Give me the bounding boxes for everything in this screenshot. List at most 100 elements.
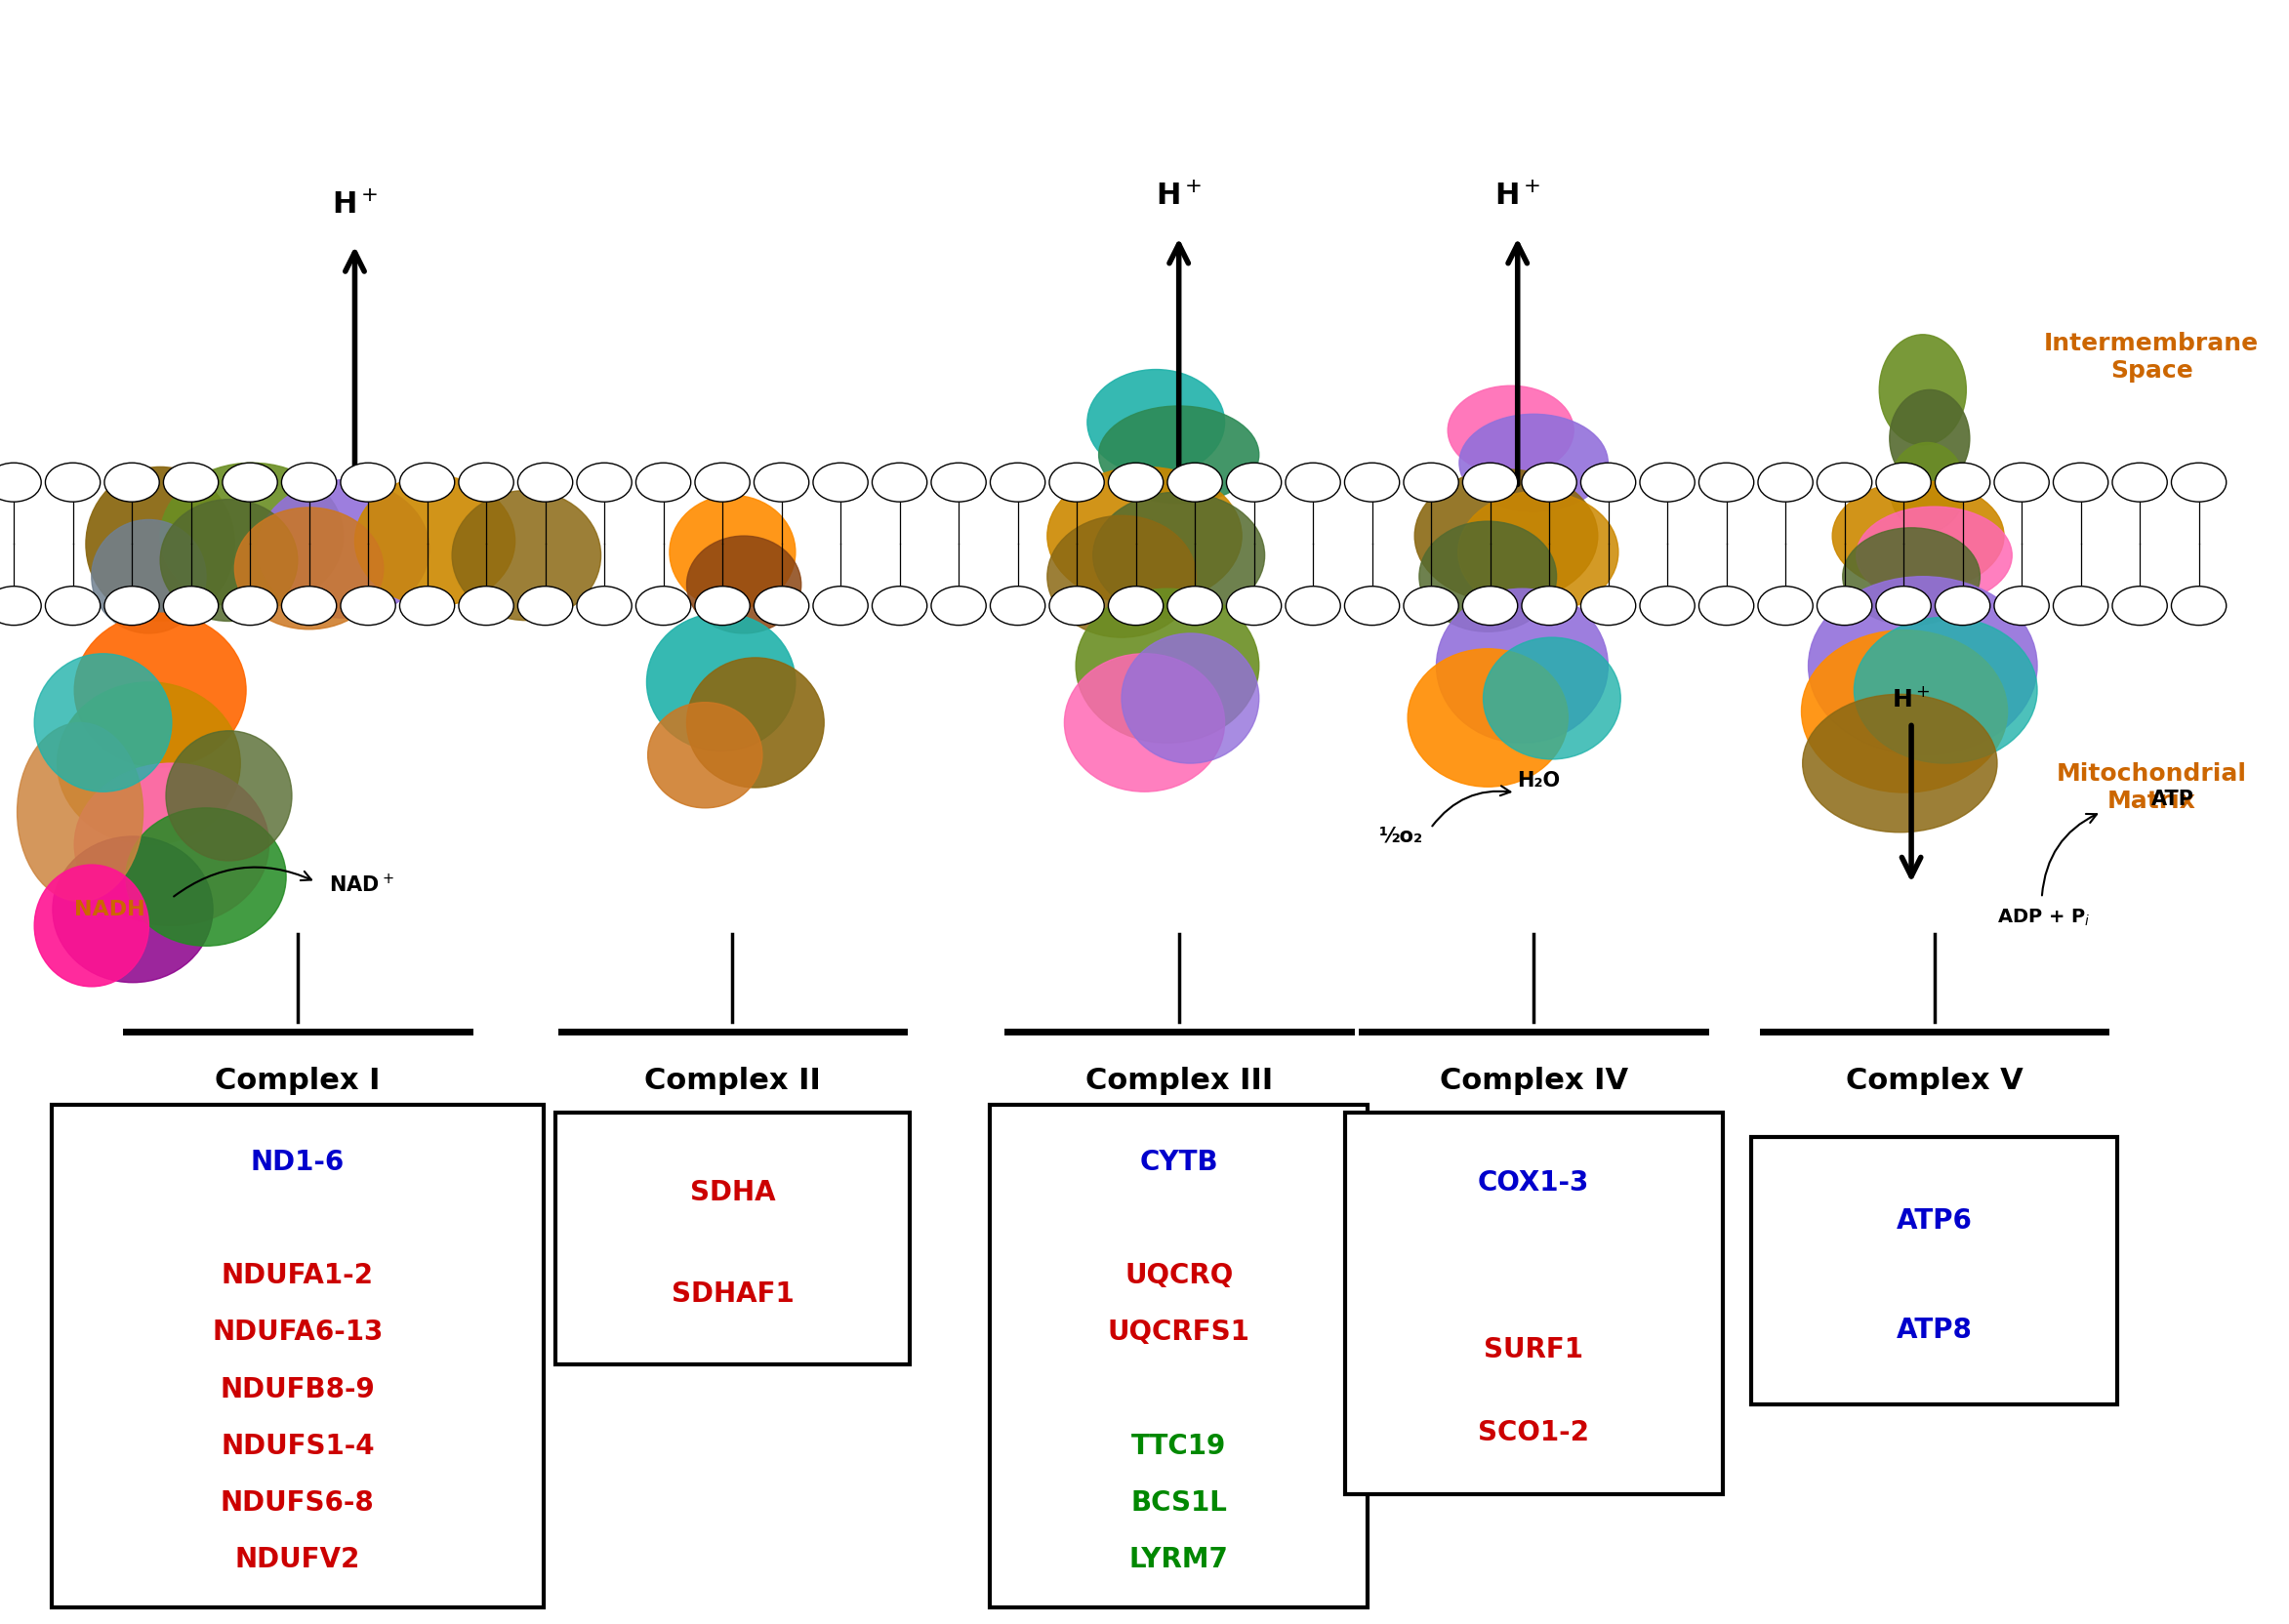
Circle shape [1639,586,1694,625]
Text: Complex II: Complex II [643,1067,822,1095]
Ellipse shape [1804,693,1996,831]
Circle shape [1227,463,1282,502]
Circle shape [401,463,456,502]
Circle shape [1344,463,1399,502]
Circle shape [2053,586,2108,625]
Ellipse shape [73,614,247,768]
Circle shape [0,463,41,502]
Ellipse shape [256,481,430,617]
Circle shape [1227,586,1282,625]
Ellipse shape [18,723,142,901]
Ellipse shape [126,807,286,945]
FancyBboxPatch shape [1346,1112,1724,1494]
Ellipse shape [1408,648,1568,786]
Circle shape [991,586,1046,625]
Circle shape [932,463,987,502]
Text: UQCRQ: UQCRQ [1124,1262,1234,1289]
Circle shape [458,463,513,502]
Text: Complex IV: Complex IV [1440,1067,1627,1095]
Text: NDUFA1-2: NDUFA1-2 [222,1262,373,1289]
Circle shape [163,463,217,502]
Circle shape [341,586,396,625]
Circle shape [1698,586,1753,625]
Ellipse shape [668,495,797,609]
Circle shape [163,586,217,625]
Circle shape [46,586,101,625]
FancyArrowPatch shape [2042,814,2097,895]
Circle shape [2113,463,2168,502]
Circle shape [1522,586,1577,625]
Text: Mitochondrial
Matrix: Mitochondrial Matrix [2056,762,2248,814]
Text: ½o₂: ½o₂ [1378,827,1424,846]
Text: SDHA: SDHA [689,1179,776,1207]
Circle shape [1994,463,2049,502]
Ellipse shape [160,463,343,609]
Circle shape [577,463,632,502]
Ellipse shape [1891,390,1969,487]
Text: NDUFA6-13: NDUFA6-13 [213,1319,382,1346]
Text: H$^+$: H$^+$ [332,190,378,219]
Ellipse shape [1419,521,1557,632]
Circle shape [1758,463,1813,502]
Circle shape [1108,586,1163,625]
FancyBboxPatch shape [1751,1137,2117,1405]
Circle shape [1934,463,1989,502]
Ellipse shape [1458,490,1618,614]
Ellipse shape [1843,528,1980,625]
Ellipse shape [1449,385,1575,474]
Text: BCS1L: BCS1L [1131,1489,1227,1517]
Circle shape [401,586,456,625]
Circle shape [1286,586,1341,625]
Circle shape [2113,586,2168,625]
Ellipse shape [1437,590,1607,742]
Circle shape [813,463,868,502]
Circle shape [1167,463,1222,502]
FancyBboxPatch shape [554,1112,909,1364]
Circle shape [872,463,927,502]
Circle shape [341,463,396,502]
Text: COX1-3: COX1-3 [1479,1169,1589,1197]
Ellipse shape [1064,653,1225,791]
Circle shape [1698,463,1753,502]
Ellipse shape [355,476,515,606]
Ellipse shape [1856,507,2012,604]
Text: H$^+$: H$^+$ [1893,687,1930,711]
Circle shape [1877,463,1932,502]
Circle shape [1286,463,1341,502]
Circle shape [872,586,927,625]
Circle shape [2172,586,2227,625]
Ellipse shape [648,702,762,807]
Text: ATP6: ATP6 [1895,1207,1973,1234]
Circle shape [1758,586,1813,625]
Text: SURF1: SURF1 [1483,1337,1584,1364]
Ellipse shape [34,653,172,791]
Ellipse shape [1808,577,2037,755]
Ellipse shape [165,731,293,861]
Ellipse shape [1099,406,1259,503]
Circle shape [636,463,691,502]
Ellipse shape [92,520,206,633]
FancyBboxPatch shape [53,1104,545,1608]
Ellipse shape [1046,515,1195,637]
Circle shape [1639,463,1694,502]
Ellipse shape [687,536,801,633]
Text: Complex III: Complex III [1085,1067,1273,1095]
Circle shape [1582,463,1637,502]
Text: Complex V: Complex V [1845,1067,2023,1095]
Text: H$^+$: H$^+$ [1495,182,1540,211]
Circle shape [1817,586,1872,625]
Text: TTC19: TTC19 [1131,1432,1227,1460]
Ellipse shape [1094,492,1264,619]
Ellipse shape [1122,633,1259,763]
Ellipse shape [1460,414,1607,512]
Text: NDUFS1-4: NDUFS1-4 [220,1432,375,1460]
Circle shape [1048,586,1103,625]
Circle shape [282,586,336,625]
Text: ATP: ATP [2152,789,2195,809]
Ellipse shape [1854,617,2037,763]
Text: ADP + P$_i$: ADP + P$_i$ [1998,908,2090,927]
Text: Complex I: Complex I [215,1067,380,1095]
Circle shape [1934,586,1989,625]
Circle shape [222,586,277,625]
Circle shape [813,586,868,625]
